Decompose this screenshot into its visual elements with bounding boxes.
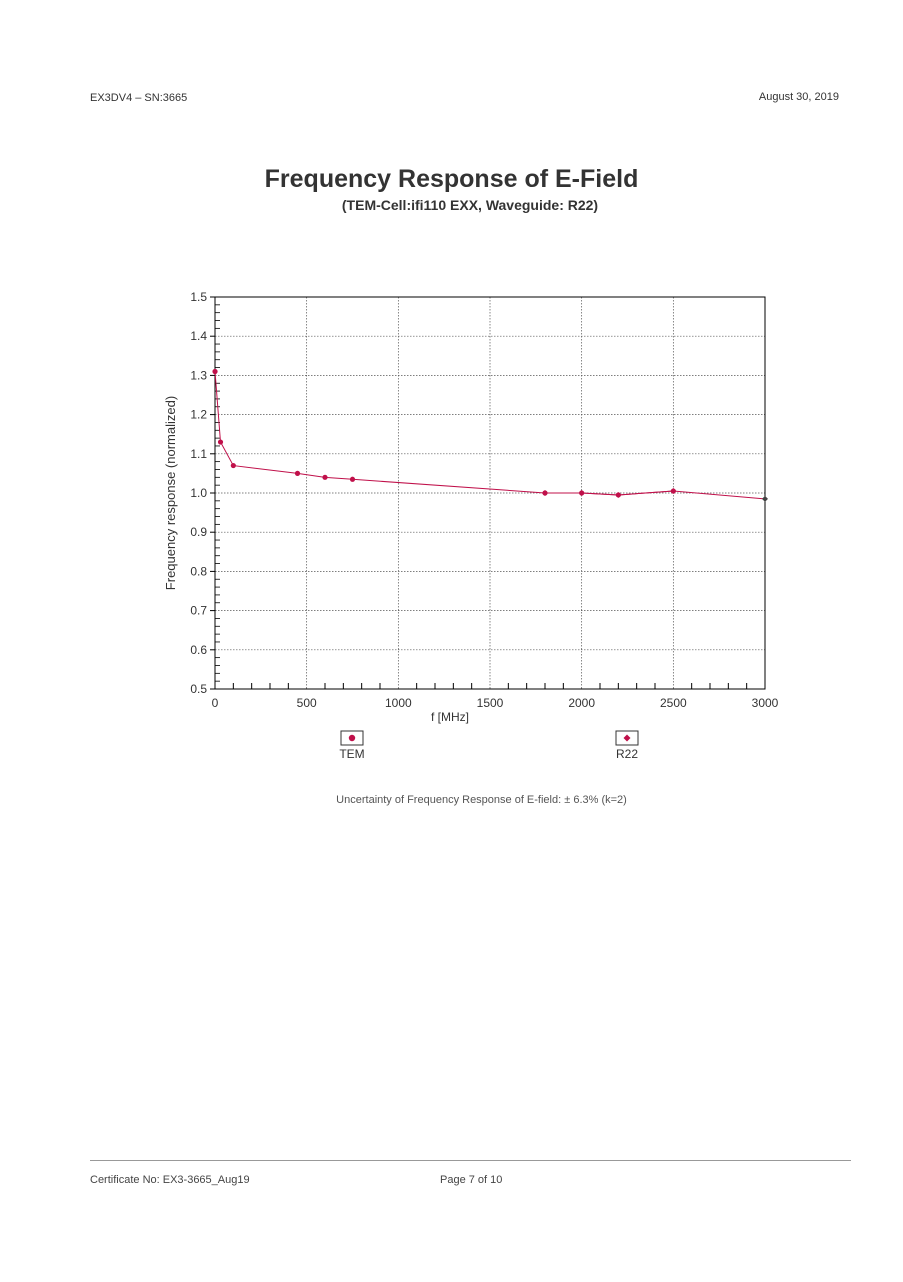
x-axis-label: f [MHz] — [431, 710, 469, 724]
data-point-tem — [322, 474, 328, 480]
y-tick-label: 0.9 — [190, 525, 207, 539]
data-point-r22 — [542, 490, 548, 496]
data-point-tem — [230, 462, 236, 469]
grid-lines — [215, 297, 765, 689]
data-point-r22 — [670, 488, 677, 495]
data-point-r22 — [578, 490, 585, 496]
footer-certificate: Certificate No: EX3-3665_Aug19 — [90, 1174, 250, 1186]
chart-title: Frequency Response of E-Field — [264, 165, 639, 193]
header-date: August 30, 2019 — [758, 91, 839, 103]
y-tick-label: 1.5 — [190, 290, 207, 304]
uncertainty-note: Uncertainty of Frequency Response of E-f… — [336, 794, 627, 806]
data-point-tem — [212, 368, 218, 375]
y-tick-label: 1.2 — [190, 408, 207, 422]
y-tick-label: 1.3 — [190, 368, 207, 382]
x-tick-label: 3000 — [752, 696, 779, 710]
x-tick-label: 0 — [212, 696, 219, 710]
legend-label-tem: TEM — [339, 747, 364, 761]
footer-divider — [90, 1160, 851, 1161]
frequency-response-chart: 0 500 1000 1500 2000 2500 3000 0.5 0.6 0.7 0.8 0.9 1… — [163, 290, 779, 761]
y-tick-label: 1.1 — [190, 447, 207, 461]
footer-page-number: Page 7 of 10 — [440, 1174, 503, 1186]
data-point-r22 — [762, 495, 768, 502]
y-tick-label: 0.8 — [190, 564, 207, 578]
data-point-r22 — [615, 491, 622, 498]
x-tick-label: 500 — [297, 696, 317, 710]
y-tick-label: 0.6 — [190, 643, 207, 657]
legend-label-r22: R22 — [616, 747, 638, 761]
legend-marker-r22 — [623, 734, 631, 742]
chart-subtitle: (TEM-Cell:ifi110 EXX, Waveguide: R22) — [341, 197, 599, 213]
data-point-tem — [217, 439, 224, 445]
y-tick-label: 1.0 — [190, 486, 207, 500]
series-layer — [212, 368, 768, 502]
y-tick-label: 0.7 — [190, 604, 207, 618]
series-line-tem — [214, 371, 674, 496]
series-line-r22 — [545, 490, 766, 500]
axis-ticks: 0 500 1000 1500 2000 2500 3000 0.5 0.6 0.7 0.8 0.9 1… — [190, 290, 778, 710]
header-probe-id: EX3DV4 – SN:3665 — [90, 92, 188, 104]
x-tick-label: 2000 — [568, 696, 595, 710]
x-tick-label: 1000 — [385, 696, 412, 710]
legend-marker-tem — [348, 734, 356, 742]
x-tick-label: 2500 — [660, 696, 687, 710]
data-point-tem — [294, 470, 301, 476]
y-axis-label: Frequency response (normalized) — [163, 396, 178, 590]
data-point-tem — [349, 476, 356, 482]
y-tick-label: 0.5 — [190, 682, 207, 696]
legend: TEM R22 — [339, 730, 639, 761]
x-tick-label: 1500 — [477, 696, 504, 710]
y-tick-label: 1.4 — [190, 329, 207, 343]
